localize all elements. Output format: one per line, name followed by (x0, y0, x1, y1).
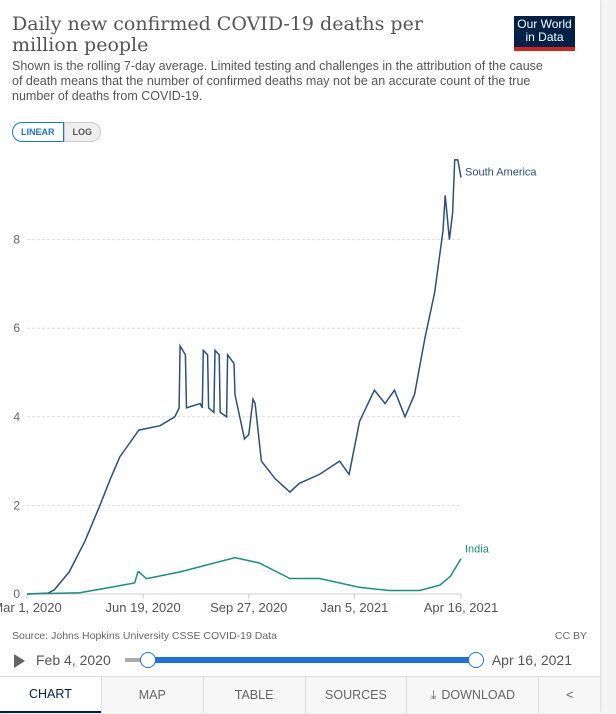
tab-sources[interactable]: SOURCES (304, 677, 407, 713)
source-note[interactable]: Source: Johns Hopkins University CSSE CO… (12, 630, 277, 642)
chart-card: Daily new confirmed COVID-19 deaths per … (0, 0, 600, 713)
x-tick-label: Jun 19, 2020 (106, 600, 181, 615)
x-tick-label: Mar 1, 2020 (0, 600, 62, 615)
x-tick-label: Jan 5, 2021 (320, 600, 388, 615)
timeline-end-label: Apr 16, 2021 (491, 652, 572, 668)
series-line-south-america (26, 159, 462, 595)
play-icon[interactable] (14, 654, 25, 668)
timeline-track[interactable] (125, 658, 145, 662)
timeline-start-label: Feb 4, 2020 (36, 652, 111, 668)
line-chart: 0 2 4 6 8 Mar 1, 2020 Jun 19, 2020 Sep 27, 2020… (0, 159, 537, 615)
tab-map[interactable]: MAP (100, 677, 203, 713)
y-tick-label: 6 (13, 321, 20, 335)
tab-chart[interactable]: CHART (0, 677, 101, 713)
series-line-india (26, 556, 462, 595)
tab-table[interactable]: TABLE (202, 677, 305, 713)
y-tick-label: 8 (13, 233, 20, 247)
chart-title: Daily new confirmed COVID-19 deaths per … (12, 13, 423, 56)
license[interactable]: CC BY (554, 630, 587, 642)
timeline-end-handle[interactable] (468, 652, 484, 668)
x-tick-label: Sep 27, 2020 (210, 600, 287, 615)
timeline-start-handle[interactable] (140, 652, 156, 668)
owid-logo[interactable]: Our World in Data (514, 16, 575, 51)
download-icon: ⤓ (430, 687, 437, 702)
share-button[interactable]: < (538, 677, 600, 713)
timeline-range[interactable] (147, 657, 477, 663)
y-tick-label: 2 (13, 498, 20, 512)
y-tick-label: 4 (13, 410, 20, 424)
share-icon: < (566, 688, 574, 702)
log-button[interactable]: LOG (63, 122, 101, 142)
linear-button[interactable]: LINEAR (12, 122, 64, 142)
download-label: DOWNLOAD (441, 688, 515, 702)
series-label: South America (465, 167, 537, 179)
timeline: Feb 4, 2020 Apr 16, 2021 (12, 650, 592, 670)
series-label: India (465, 544, 490, 556)
chart-subtitle: Shown is the rolling 7-day average. Limi… (12, 59, 543, 103)
tab-download[interactable]: ⤓ DOWNLOAD (406, 677, 539, 713)
y-tick-label: 0 (13, 587, 20, 601)
tab-bar: CHART MAP TABLE SOURCES ⤓ DOWNLOAD < (0, 676, 600, 713)
x-tick-label: Apr 16, 2021 (424, 600, 498, 615)
scale-toggle: LINEAR LOG (12, 122, 101, 142)
